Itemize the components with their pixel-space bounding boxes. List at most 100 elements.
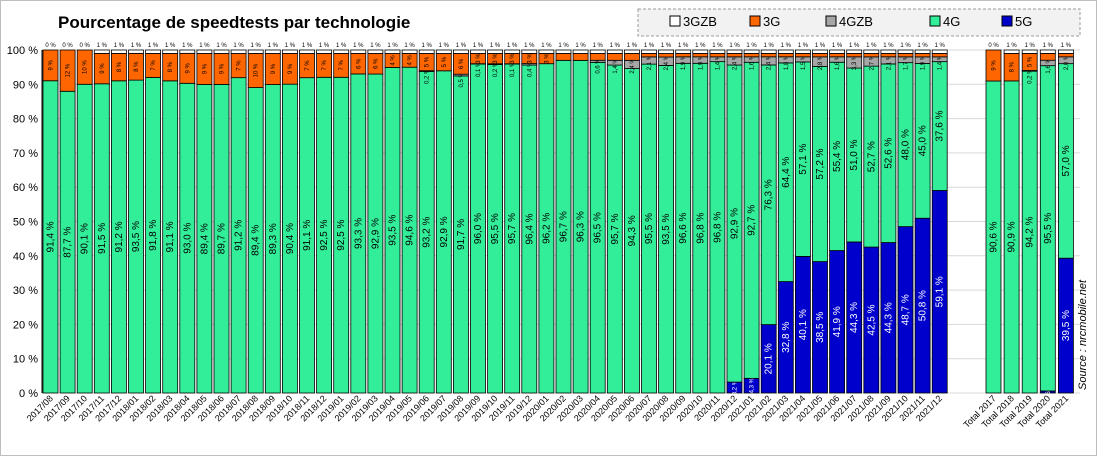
data-label: 90,9 %	[1007, 221, 1018, 252]
bar-3gzb	[196, 49, 213, 54]
bar-3gzb	[521, 49, 538, 54]
bar-group: 44,3 % 52,6 % 2,1 % 1 %	[880, 43, 897, 394]
data-label: 1 %	[114, 43, 125, 49]
data-label: 92,9 %	[730, 208, 741, 239]
bar-3gzb	[846, 49, 863, 54]
data-label: 2,1 %	[647, 54, 653, 70]
legend-label: 5G	[1015, 14, 1032, 29]
data-label: 2,8 %	[818, 54, 824, 70]
bar-3g	[555, 53, 572, 61]
bar-3gzb	[1003, 49, 1020, 54]
y-tick-label: 100 %	[7, 45, 38, 57]
bar-group: 96,0 % 0,1 %3 % 1 %	[470, 43, 486, 394]
bar-group: 91,1 % 7 % 1 %	[299, 43, 315, 394]
data-label: 1 %	[1043, 43, 1054, 49]
data-label: 1 %	[935, 43, 946, 49]
data-label: 1 %	[131, 43, 142, 49]
bar-group: 90,4 % 9 % 1 %	[281, 43, 298, 394]
data-label: 5 %	[1028, 56, 1034, 67]
data-label: 1 %	[251, 43, 262, 49]
bars: 91,4 %9 %0 %87,7 %12 %0 %90,1 %10 %0 %91…	[42, 43, 1074, 400]
bar-3g	[572, 53, 589, 61]
bar-3gzb	[538, 49, 555, 54]
data-label: 95,7 %	[507, 213, 518, 244]
bar-3gzb	[401, 49, 418, 54]
bar-3g	[76, 49, 93, 85]
bar-group: 91,8 % 7 % 1 %	[145, 43, 162, 394]
data-label: 6 %	[356, 58, 362, 69]
data-label: 0,6 %	[1046, 384, 1052, 400]
legend-swatch	[749, 15, 761, 27]
data-label: 32,8 %	[781, 322, 792, 353]
data-label: 89,4 %	[199, 223, 210, 254]
data-label: 41,9 %	[832, 306, 843, 337]
data-label: 1 %	[422, 43, 433, 49]
bar-3gzb	[179, 49, 196, 54]
bar-group: 3,2 % 92,9 % 2,4 % 1 %	[726, 43, 743, 395]
bar-3g	[795, 53, 811, 58]
data-label: 91,8 %	[148, 220, 159, 251]
data-label: 1 %	[199, 43, 210, 49]
y-tick-label: 90 %	[13, 79, 38, 91]
data-label: 1 %	[97, 43, 108, 49]
data-label: 1 %	[524, 43, 535, 49]
data-label: 0,2 %	[425, 68, 431, 84]
bar-3gzb	[555, 49, 572, 54]
data-label: 37,6 %	[935, 110, 946, 141]
bar-group: 96,8 % 1,4 % 1 %	[709, 43, 726, 394]
data-label: 95,7 %	[610, 213, 621, 244]
y-axis: 0 % 10 % 20 % 30 % 40 % 50 % 60 % 70 % 80 % 90 % 1…	[7, 45, 43, 400]
bar-group: 90,6 % 9 % 0 %	[985, 43, 1002, 394]
data-label: 90,6 %	[989, 221, 1000, 252]
data-label: 50,8 %	[918, 290, 929, 321]
data-label: 1 %	[387, 43, 398, 49]
data-label: 93,5 %	[388, 215, 399, 246]
bar-3gzb	[726, 49, 743, 54]
data-label: 2,7 %	[869, 54, 875, 70]
bar-group: 91,7 % 0,5 % 6 % 1 %	[452, 43, 469, 394]
data-label: 1,9 %	[681, 54, 687, 70]
bar-group: 92,5 % 7 % 1 %	[333, 43, 350, 394]
data-label: 2,4 %	[664, 54, 670, 70]
legend-item: 3G	[749, 14, 780, 29]
data-label: 92,9 %	[439, 216, 450, 247]
data-label: 96,3 %	[576, 211, 587, 242]
data-label: 1 %	[370, 43, 381, 49]
data-label: 2,4 %	[767, 54, 773, 70]
data-label: 95,5 %	[1043, 213, 1054, 244]
data-label: 48,7 %	[901, 294, 912, 325]
data-label: 55,4 %	[832, 141, 843, 172]
bar-3gzb	[624, 49, 640, 54]
data-label: 93,5 %	[131, 221, 142, 252]
data-label: 9 %	[992, 60, 998, 71]
bar-3gzb	[829, 49, 845, 54]
data-label: 96,2 %	[541, 213, 552, 244]
data-label: 1 %	[336, 43, 347, 49]
data-label: 76,3 %	[764, 179, 775, 210]
data-label: 9 %	[49, 60, 55, 71]
data-label: 1,6 %	[835, 54, 841, 70]
data-label: 2,4 %	[630, 58, 636, 74]
data-label: 9 %	[202, 63, 208, 74]
data-label: 93,3 %	[353, 218, 364, 249]
data-label: 4,3 %	[750, 377, 756, 393]
data-label: 91,1 %	[165, 221, 176, 252]
data-label: 1 %	[541, 43, 552, 49]
data-label: 44,3 %	[849, 302, 860, 333]
bar-3gzb	[880, 49, 897, 54]
bar-group: 90,1 % 10 % 0 %	[76, 43, 93, 394]
bar-3g	[641, 53, 657, 58]
data-label: 1 %	[456, 43, 467, 49]
bar-3gzb	[1021, 49, 1038, 54]
bar-3gzb	[367, 49, 384, 54]
data-label: 0 %	[988, 43, 999, 49]
data-label: 94,2 %	[1025, 216, 1036, 247]
bar-group: 59,1 % 37,6 % 1,4 % 1 %	[931, 43, 948, 394]
bar-group: 93,5 % 2,4 % 1 %	[658, 43, 674, 394]
data-label: 1 %	[490, 43, 501, 49]
data-label: 4 %	[408, 54, 414, 65]
bar-group: 96,5 % 0,6 % 1 %	[589, 43, 606, 394]
bar-3g	[726, 53, 743, 58]
bar-3gzb	[931, 49, 948, 54]
bar-group: 93,5 % 4 % 1 %	[384, 43, 401, 394]
